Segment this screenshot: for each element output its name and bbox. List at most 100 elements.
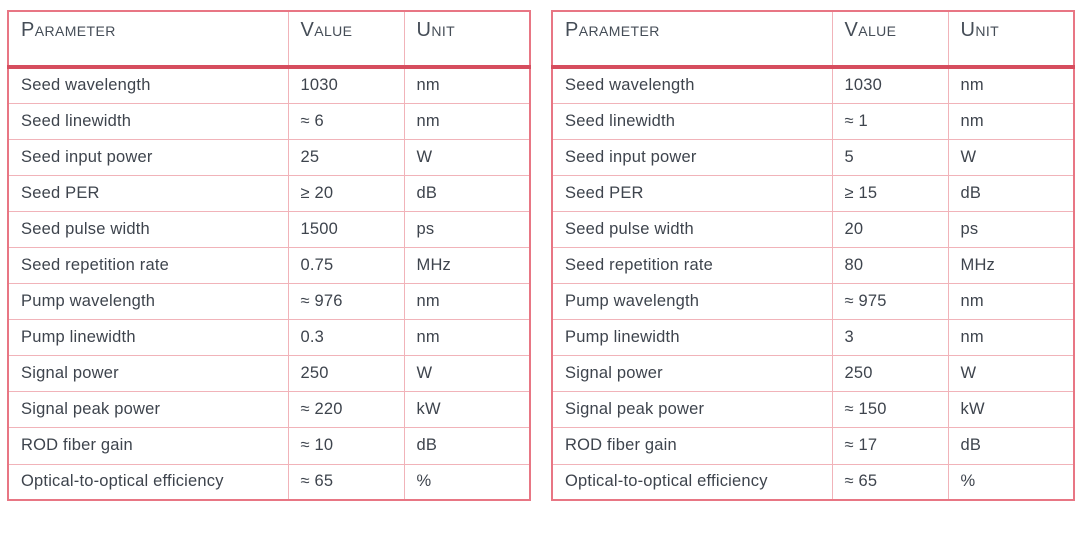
table-row: Seed input power 25 W xyxy=(7,138,531,176)
table-row: Pump linewidth 0.3 nm xyxy=(7,319,531,357)
parameter-cell: Pump wavelength xyxy=(7,283,289,321)
table-row: Seed wavelength 1030 nm xyxy=(551,66,1075,104)
value-cell: 250 xyxy=(287,355,405,393)
unit-cell: W xyxy=(403,355,531,393)
parameter-cell: Seed pulse width xyxy=(7,210,289,248)
table-row: Seed repetition rate 0.75 MHz xyxy=(7,246,531,285)
unit-cell: dB xyxy=(403,174,531,212)
parameter-cell: Seed PER xyxy=(551,174,833,212)
unit-cell: W xyxy=(947,355,1075,393)
unit-cell: kW xyxy=(947,391,1075,429)
unit-cell: % xyxy=(403,463,531,501)
table-body-left: Seed wavelength 1030 nm Seed linewidth ≈ 6 nm… xyxy=(7,66,531,501)
column-header-parameter: Parameter xyxy=(7,10,289,69)
unit-cell: nm xyxy=(947,102,1075,140)
table-row: ROD fiber gain ≈ 17 dB xyxy=(551,427,1075,465)
parameter-cell: ROD fiber gain xyxy=(551,427,833,465)
unit-cell: W xyxy=(947,138,1075,176)
parameter-cell: Seed linewidth xyxy=(551,102,833,140)
value-cell: ≈ 976 xyxy=(287,283,405,321)
parameter-cell: Signal peak power xyxy=(551,391,833,429)
table-body-right: Seed wavelength 1030 nm Seed linewidth ≈ 1 nm… xyxy=(551,66,1075,501)
column-header-value: Value xyxy=(287,10,405,69)
value-cell: ≈ 65 xyxy=(831,463,949,501)
unit-cell: nm xyxy=(403,283,531,321)
column-header-parameter: Parameter xyxy=(551,10,833,69)
table-row: Seed repetition rate 80 MHz xyxy=(551,246,1075,285)
spec-table-right: Parameter Value Unit Seed wavelength 1030… xyxy=(551,10,1075,502)
unit-cell: nm xyxy=(403,66,531,104)
table-row: Pump linewidth 3 nm xyxy=(551,319,1075,357)
value-cell: 1030 xyxy=(831,66,949,104)
column-header-unit: Unit xyxy=(403,10,531,69)
table-header-row: Parameter Value Unit xyxy=(7,10,531,69)
parameter-cell: Pump linewidth xyxy=(551,319,833,357)
parameter-cell: Signal power xyxy=(551,355,833,393)
table-row: Signal peak power ≈ 220 kW xyxy=(7,391,531,429)
unit-cell: nm xyxy=(947,319,1075,357)
column-header-unit: Unit xyxy=(947,10,1075,69)
table-row: Seed linewidth ≈ 6 nm xyxy=(7,102,531,140)
value-cell: 25 xyxy=(287,138,405,176)
unit-cell: MHz xyxy=(947,246,1075,285)
value-cell: ≈ 10 xyxy=(287,427,405,465)
table-row: Seed linewidth ≈ 1 nm xyxy=(551,102,1075,140)
unit-cell: % xyxy=(947,463,1075,501)
value-cell: 0.75 xyxy=(287,246,405,285)
unit-cell: nm xyxy=(947,283,1075,321)
unit-cell: nm xyxy=(403,319,531,357)
table-row: Pump wavelength ≈ 975 nm xyxy=(551,283,1075,321)
value-cell: ≈ 17 xyxy=(831,427,949,465)
table-row: Seed pulse width 20 ps xyxy=(551,210,1075,248)
table-row: Signal power 250 W xyxy=(7,355,531,393)
parameter-cell: Seed input power xyxy=(551,138,833,176)
unit-cell: ps xyxy=(403,210,531,248)
unit-cell: W xyxy=(403,138,531,176)
parameter-cell: Pump wavelength xyxy=(551,283,833,321)
value-cell: 1500 xyxy=(287,210,405,248)
parameter-cell: ROD fiber gain xyxy=(7,427,289,465)
value-cell: ≈ 975 xyxy=(831,283,949,321)
table-row: Seed wavelength 1030 nm xyxy=(7,66,531,104)
table-row: Signal power 250 W xyxy=(551,355,1075,393)
parameter-cell: Seed wavelength xyxy=(7,66,289,104)
value-cell: 20 xyxy=(831,210,949,248)
value-cell: ≈ 6 xyxy=(287,102,405,140)
value-cell: ≥ 15 xyxy=(831,174,949,212)
value-cell: 5 xyxy=(831,138,949,176)
value-cell: ≈ 65 xyxy=(287,463,405,501)
value-cell: 250 xyxy=(831,355,949,393)
parameter-cell: Pump linewidth xyxy=(7,319,289,357)
table-row: Signal peak power ≈ 150 kW xyxy=(551,391,1075,429)
parameter-cell: Optical-to-optical efficiency xyxy=(551,463,833,501)
unit-cell: nm xyxy=(947,66,1075,104)
column-header-value: Value xyxy=(831,10,949,69)
value-cell: 0.3 xyxy=(287,319,405,357)
parameter-cell: Signal peak power xyxy=(7,391,289,429)
value-cell: ≥ 20 xyxy=(287,174,405,212)
value-cell: ≈ 1 xyxy=(831,102,949,140)
unit-cell: MHz xyxy=(403,246,531,285)
unit-cell: dB xyxy=(947,174,1075,212)
parameter-cell: Optical-to-optical efficiency xyxy=(7,463,289,501)
table-row: Seed PER ≥ 15 dB xyxy=(551,174,1075,212)
spec-table-left: Parameter Value Unit Seed wavelength 1030… xyxy=(7,10,531,502)
value-cell: 80 xyxy=(831,246,949,285)
table-row: Seed PER ≥ 20 dB xyxy=(7,174,531,212)
value-cell: 3 xyxy=(831,319,949,357)
value-cell: 1030 xyxy=(287,66,405,104)
parameter-cell: Seed wavelength xyxy=(551,66,833,104)
table-row: Pump wavelength ≈ 976 nm xyxy=(7,283,531,321)
value-cell: ≈ 150 xyxy=(831,391,949,429)
table-row: Optical-to-optical efficiency ≈ 65% xyxy=(7,463,531,501)
unit-cell: ps xyxy=(947,210,1075,248)
table-header-row: Parameter Value Unit xyxy=(551,10,1075,69)
table-row: ROD fiber gain ≈ 10 dB xyxy=(7,427,531,465)
unit-cell: dB xyxy=(947,427,1075,465)
unit-cell: kW xyxy=(403,391,531,429)
parameter-cell: Seed PER xyxy=(7,174,289,212)
parameter-cell: Seed input power xyxy=(7,138,289,176)
parameter-cell: Seed linewidth xyxy=(7,102,289,140)
unit-cell: nm xyxy=(403,102,531,140)
page: Parameter Value Unit Seed wavelength 1030… xyxy=(7,10,1075,502)
